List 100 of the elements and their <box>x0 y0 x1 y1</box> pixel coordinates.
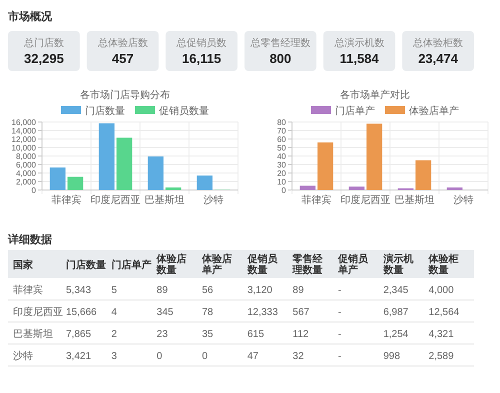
data-label: 89 <box>292 285 304 296</box>
x-tick-label: 印度尼西亚 <box>90 194 140 206</box>
data-label: - <box>338 307 342 318</box>
data-label: 6,987 <box>383 307 409 318</box>
chart-title: 各市场门店导购分布 <box>80 89 170 101</box>
x-tick-label: 沙特 <box>204 194 224 206</box>
text: 800 <box>270 51 292 66</box>
y-tick-label: 2,000 <box>16 178 37 186</box>
bar <box>68 176 84 190</box>
text: 16,115 <box>182 51 222 66</box>
data-label: 112 <box>292 329 310 340</box>
data-label: 5 <box>111 285 118 296</box>
text: 演示机数量 <box>382 253 414 276</box>
data-label: 998 <box>383 351 400 362</box>
text: 体验店单产 <box>201 253 232 276</box>
text: 11,584 <box>340 51 379 66</box>
data-label: 12,564 <box>428 307 460 318</box>
bar <box>348 186 364 190</box>
y-tick-label: 0 <box>32 186 37 195</box>
category-label: 菲律宾 <box>13 284 43 296</box>
data-label: 56 <box>202 285 214 296</box>
data-label: 567 <box>292 307 310 318</box>
text: 促销员数量 <box>246 253 278 276</box>
data-label: 1,254 <box>383 329 409 340</box>
y-tick-label: 0 <box>282 186 287 195</box>
data-label: 0 <box>202 351 208 362</box>
bar <box>318 142 334 190</box>
data-label: 3,421 <box>66 351 92 362</box>
x-tick-label: 沙特 <box>454 194 474 206</box>
text: 促销员单产 <box>337 253 369 276</box>
text: 体验店数量 <box>156 253 187 276</box>
text: 体验柜数量 <box>428 253 459 276</box>
text: 门店单产 <box>111 259 152 271</box>
y-tick-label: 10,000 <box>12 144 37 152</box>
y-tick-label: 30 <box>277 160 287 170</box>
y-tick-label: 14,000 <box>12 126 37 136</box>
data-label: 89 <box>156 285 168 296</box>
text: 零售经理数量 <box>292 253 324 276</box>
bar <box>166 187 182 190</box>
category-label: 总促销员数 <box>176 37 227 49</box>
text: 市场概况 <box>7 10 53 23</box>
category-label: 总零售经理数 <box>249 37 310 49</box>
text: 国家 <box>13 259 33 271</box>
y-tick-label: 12,000 <box>12 135 37 144</box>
category-label: 总演示机数 <box>333 37 384 49</box>
y-tick-label: 8,000 <box>16 152 37 161</box>
data-label: 615 <box>247 329 264 340</box>
bar <box>300 186 316 190</box>
bar <box>416 160 432 190</box>
x-tick-label: 巴基斯坦 <box>144 194 184 206</box>
y-tick-label: 60 <box>277 135 287 144</box>
legend-label: 门店单产 <box>335 105 375 117</box>
data-label: 12,333 <box>247 307 278 318</box>
bar <box>116 138 132 190</box>
y-tick-label: 40 <box>277 152 287 161</box>
data-label: 4 <box>111 307 118 318</box>
data-label: 0 <box>156 351 163 362</box>
data-label: 2,345 <box>383 285 409 296</box>
bar <box>446 187 462 190</box>
data-label: 47 <box>247 351 259 362</box>
category-label: 总体验柜数 <box>412 37 464 49</box>
chart-title: 各市场单产对比 <box>340 89 410 101</box>
x-tick-label: 菲律宾 <box>52 194 82 206</box>
y-tick-label: 10 <box>277 178 287 186</box>
data-label: 2,589 <box>428 351 454 362</box>
legend-label: 门店数量 <box>85 105 125 117</box>
y-tick-label: 6,000 <box>16 160 37 170</box>
data-label: - <box>338 329 342 340</box>
data-label: 23 <box>156 329 168 340</box>
text: 详细数据 <box>7 233 52 246</box>
data-label: 4,321 <box>428 329 454 340</box>
y-tick-label: 16,000 <box>12 118 37 127</box>
bar <box>98 123 114 190</box>
category-label: 巴基斯坦 <box>13 328 53 340</box>
legend-label: 体验店单产 <box>409 105 459 117</box>
x-tick-label: 印度尼西亚 <box>340 194 390 206</box>
bar <box>148 156 164 190</box>
y-tick-label: 50 <box>277 144 287 152</box>
x-tick-label: 巴基斯坦 <box>394 194 434 206</box>
y-tick-label: 4,000 <box>16 169 37 178</box>
data-label: 32 <box>292 351 304 362</box>
y-tick-label: 80 <box>277 118 287 127</box>
data-label: 2 <box>111 329 118 340</box>
data-label: - <box>338 285 342 296</box>
data-label: 5,343 <box>66 285 92 296</box>
x-tick-label: 菲律宾 <box>302 194 332 206</box>
text: 23,474 <box>418 51 458 66</box>
y-tick-label: 20 <box>277 169 287 178</box>
data-label: 4,000 <box>428 285 454 296</box>
data-label: - <box>338 351 342 362</box>
category-label: 总体验店数 <box>96 37 148 49</box>
category-label: 沙特 <box>13 350 33 362</box>
data-label: 3,120 <box>247 285 273 296</box>
data-label: 15,666 <box>66 307 98 318</box>
data-label: 7,865 <box>66 329 92 340</box>
legend-label: 促销员数量 <box>159 106 209 117</box>
data-label: 3 <box>111 351 118 362</box>
category-label: 印度尼西亚 <box>13 306 63 318</box>
text: 457 <box>112 51 134 66</box>
bar <box>366 124 382 190</box>
